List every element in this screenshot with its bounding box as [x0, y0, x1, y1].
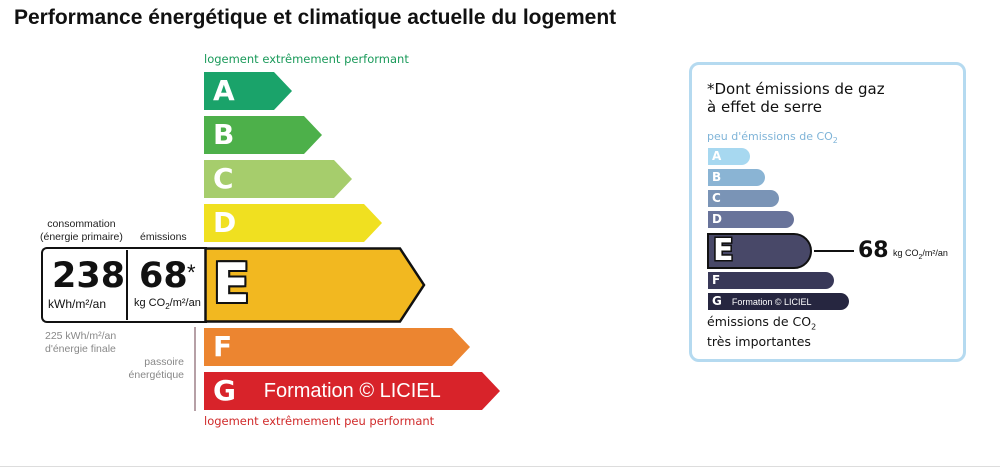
ges-class-g: G Formation © LICIEL — [708, 293, 849, 310]
energy-class-c: C — [204, 160, 352, 198]
ges-class-label: E — [713, 233, 734, 268]
energy-class-label: F — [213, 330, 233, 363]
ges-bottom-caption: émissions de CO2 très importantes — [707, 314, 817, 349]
emissions-value: 68 — [139, 256, 188, 296]
energy-class-g: G Formation © LICIEL — [204, 372, 500, 410]
ges-value: 68 — [858, 238, 889, 263]
page-title: Performance énergétique et climatique ac… — [14, 6, 617, 29]
top-caption: logement extrêmement performant — [204, 52, 409, 66]
passoire-bracket — [194, 327, 196, 411]
energy-class-d: D — [204, 204, 382, 242]
energy-class-label: E — [213, 252, 250, 315]
page-edge-divider — [0, 466, 1000, 467]
ges-pointer-line — [814, 250, 854, 252]
ges-class-f: F — [708, 272, 834, 289]
consumption-unit: kWh/m²/an — [48, 297, 107, 311]
energy-class-e-current: E — [204, 247, 426, 323]
consumption-value: 238 — [52, 256, 126, 296]
energy-class-label: D — [213, 206, 237, 239]
energy-value-box — [41, 247, 207, 323]
energy-e-arrow-shape — [204, 247, 426, 323]
ges-unit: kg CO2/m²/an — [893, 248, 948, 261]
ges-class-e-current — [707, 233, 812, 269]
ges-note: *Dont émissions de gaz à effet de serre — [707, 80, 885, 116]
bottom-caption: logement extrêmement peu performant — [204, 414, 435, 428]
energy-class-label: C — [213, 162, 234, 195]
energy-class-b: B — [204, 116, 322, 154]
watermark-text: Formation © LICIEL — [263, 380, 441, 402]
ges-class-d: D — [708, 211, 794, 228]
ges-class-b: B — [708, 169, 765, 186]
energy-class-f: F — [204, 328, 470, 366]
energy-class-label: G — [213, 374, 236, 407]
emissions-unit: kg CO2/m²/an — [134, 297, 201, 312]
emissions-label: émissions — [140, 231, 187, 243]
ges-top-caption: peu d'émissions de CO2 — [707, 130, 838, 146]
ges-watermark-text: Formation © LICIEL — [731, 297, 812, 307]
final-energy-note: 225 kWh/m²/an d'énergie finale — [45, 330, 117, 355]
ges-class-c: C — [708, 190, 779, 207]
passoire-label: passoire énergétique — [128, 356, 184, 381]
energy-class-label: A — [213, 74, 235, 107]
emissions-star: * — [187, 260, 196, 285]
energy-class-label: B — [213, 118, 235, 151]
consumption-label: consommation (énergie primaire) — [40, 218, 123, 243]
ges-class-a: A — [708, 148, 750, 165]
value-divider — [126, 250, 128, 320]
energy-class-a: A — [204, 72, 292, 110]
